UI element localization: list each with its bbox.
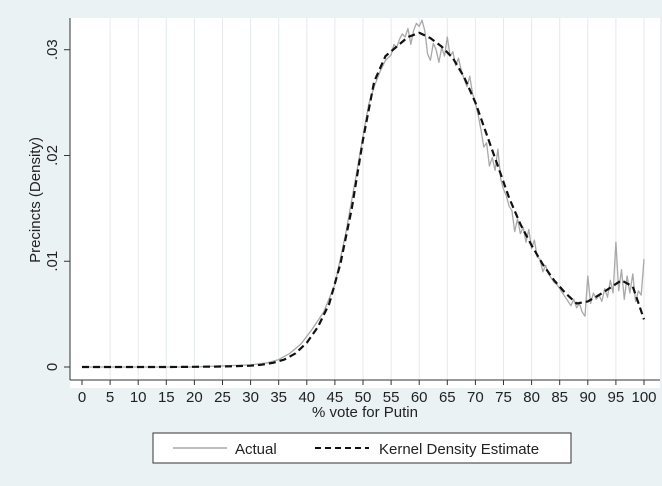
x-tick-label: 55 [383, 389, 400, 406]
x-tick-label: 95 [608, 389, 625, 406]
y-ticks: 0 .01 .02 .03 [44, 39, 70, 371]
y-axis-title: Precincts (Density) [27, 137, 44, 263]
plot-area [70, 18, 660, 388]
x-ticks: 0 5 10 15 20 25 30 35 40 45 50 55 60 65 70 75 80 85 90 95 10… [78, 380, 657, 406]
x-tick-label: 90 [579, 389, 596, 406]
y-tick-label: 0 [44, 363, 61, 371]
x-tick-label: 65 [439, 389, 456, 406]
x-tick-label: 50 [355, 389, 372, 406]
series-lines [82, 19, 646, 369]
x-tick-label: 15 [158, 389, 175, 406]
x-tick-label: 5 [106, 389, 114, 406]
x-tick-label: 0 [78, 389, 86, 406]
series-line-actual [82, 19, 645, 368]
legend: Actual Kernel Density Estimate [152, 432, 572, 464]
x-tick-label: 85 [551, 389, 568, 406]
x-tick-label: 10 [130, 389, 147, 406]
y-tick-label: .02 [44, 145, 61, 166]
axes [69, 18, 660, 381]
legend-label-actual: Actual [235, 441, 277, 458]
x-tick-label: 100 [631, 389, 656, 406]
x-tick-label: 35 [270, 389, 287, 406]
x-tick-label: 40 [298, 389, 315, 406]
legend-label-kde: Kernel Density Estimate [379, 441, 539, 458]
x-tick-label: 60 [411, 389, 428, 406]
series-line-kde [82, 31, 646, 369]
x-axis-title: % vote for Putin [312, 404, 418, 421]
x-tick-label: 75 [495, 389, 512, 406]
grid-lines [109, 18, 645, 380]
x-tick-label: 45 [327, 389, 344, 406]
x-tick-label: 20 [186, 389, 203, 406]
x-tick-label: 25 [214, 389, 231, 406]
x-tick-label: 70 [467, 389, 484, 406]
y-tick-label: .01 [44, 251, 61, 272]
y-tick-label: .03 [44, 39, 61, 60]
x-tick-label: 80 [523, 389, 540, 406]
x-tick-label: 30 [242, 389, 259, 406]
